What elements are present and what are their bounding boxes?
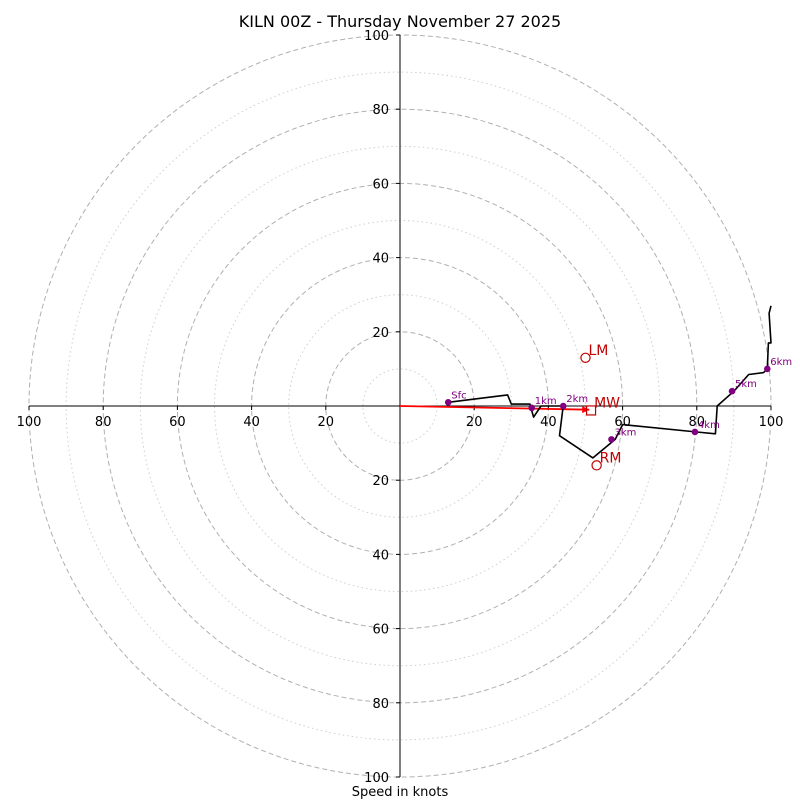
hodograph-line: [448, 305, 772, 459]
chart-title: KILN 00Z - Thursday November 27 2025: [239, 12, 561, 31]
height-marker-sfc: [444, 398, 452, 406]
height-label-sfc: Sfc: [451, 390, 466, 401]
y-tick-label: 80: [372, 697, 389, 712]
height-marker-2km: [559, 402, 567, 410]
shear-vector-arrowhead: [582, 406, 590, 414]
x-tick-label: 20: [318, 415, 335, 430]
y-tick-label: 100: [364, 771, 389, 786]
height-marker-5km: [728, 387, 736, 395]
height-marker-3km: [608, 436, 615, 443]
storm-motion-markers: LM RM MW: [580, 343, 622, 471]
y-tick-label: 20: [372, 474, 389, 489]
y-tick-labels: 100 80 60 40 20 20 40 60 80 100: [364, 29, 400, 786]
mean-wind-marker: [585, 405, 597, 416]
height-label-1km: 1km: [535, 396, 557, 407]
y-tick-label: 40: [372, 252, 389, 267]
height-marker-6km: [763, 365, 771, 373]
x-tick-label: 80: [689, 415, 706, 430]
x-tick-label: 100: [17, 415, 42, 430]
x-tick-label: 100: [759, 415, 784, 430]
y-tick-label: 20: [372, 326, 389, 341]
height-label-6km: 6km: [770, 357, 792, 368]
x-axis-label: Speed in knots: [352, 785, 449, 800]
y-tick-label: 80: [372, 103, 389, 118]
height-label-4km: 4km: [698, 420, 720, 431]
storm-motion-lm-marker: [580, 352, 591, 363]
x-tick-label: 40: [243, 415, 260, 430]
height-marker-4km: [691, 428, 699, 436]
storm-motion-rm-label: RM: [600, 450, 622, 466]
x-tick-label: 60: [169, 415, 186, 430]
x-tick-label: 60: [614, 415, 631, 430]
x-tick-label: 80: [95, 415, 112, 430]
x-tick-label: 20: [466, 415, 483, 430]
storm-motion-rm-marker: [591, 460, 602, 471]
height-label-5km: 5km: [735, 379, 757, 390]
y-tick-label: 100: [364, 29, 389, 44]
y-tick-label: 60: [372, 177, 389, 192]
height-label-2km: 2km: [566, 394, 588, 405]
height-marker-1km: [528, 404, 536, 412]
shear-vector: [399, 405, 590, 411]
x-tick-label: 40: [540, 415, 557, 430]
height-label-3km: 3km: [614, 427, 636, 438]
y-tick-label: 40: [372, 548, 389, 563]
shear-vector-group: [399, 405, 590, 414]
hodograph-group: [448, 305, 772, 459]
height-markers: Sfc 1km 2km 3km 4km 5km 6km: [444, 357, 792, 443]
mean-wind-label: MW: [594, 395, 620, 411]
y-tick-label: 60: [372, 623, 389, 638]
storm-motion-lm-label: LM: [589, 343, 609, 359]
